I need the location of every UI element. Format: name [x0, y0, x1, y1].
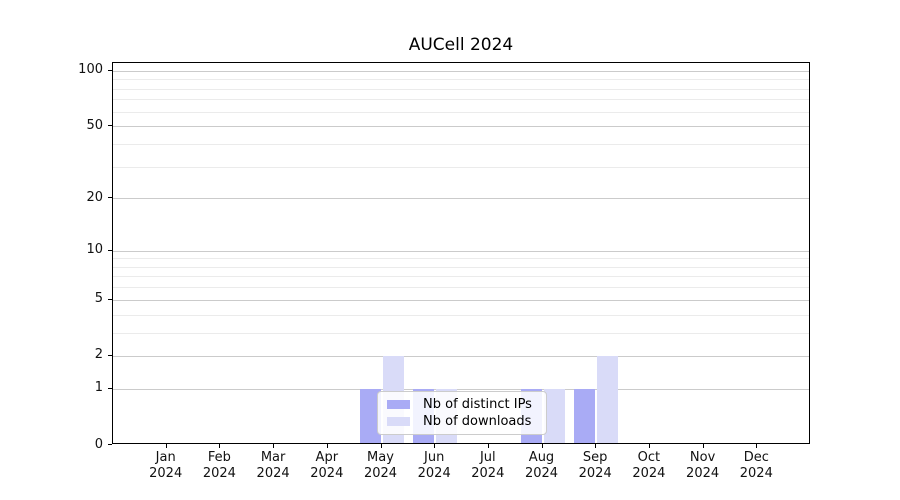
x-tick-label: Jun 2024 — [417, 450, 451, 481]
y-tick-label: 1 — [94, 380, 103, 396]
bar-downloads — [597, 355, 619, 443]
x-tick-mark — [326, 444, 328, 448]
bar-distinct-ips — [574, 388, 596, 443]
legend-swatch-distinct-ips — [387, 399, 410, 409]
minor-gridline — [113, 258, 809, 260]
bar-downloads — [543, 388, 565, 443]
minor-gridline — [113, 266, 809, 268]
y-tick-mark — [108, 125, 112, 127]
x-tick-label: Jul 2024 — [471, 450, 505, 481]
x-tick-label: Feb 2024 — [202, 450, 236, 481]
y-tick-label: 0 — [94, 436, 103, 452]
legend-swatch-downloads — [387, 417, 410, 427]
minor-gridline — [113, 79, 809, 81]
major-gridline — [113, 299, 809, 301]
major-gridline — [113, 355, 809, 357]
y-tick-mark — [108, 387, 112, 389]
x-tick-mark — [541, 444, 543, 448]
x-tick-label: Apr 2024 — [310, 450, 344, 481]
x-tick-mark — [487, 444, 489, 448]
legend-label-downloads: Nb of downloads — [423, 414, 532, 430]
legend-item-distinct-ips: Nb of distinct IPs — [387, 397, 537, 412]
y-tick-mark — [108, 197, 112, 199]
minor-gridline — [113, 99, 809, 101]
x-tick-mark — [595, 444, 597, 448]
minor-gridline — [113, 88, 809, 90]
y-tick-label: 20 — [86, 189, 103, 205]
y-tick-mark — [108, 298, 112, 300]
y-tick-label: 10 — [86, 242, 103, 257]
minor-gridline — [113, 166, 809, 168]
x-tick-label: Nov 2024 — [686, 450, 720, 481]
minor-gridline — [113, 111, 809, 113]
x-tick-mark — [434, 444, 436, 448]
legend: Nb of distinct IPs Nb of downloads — [377, 391, 547, 435]
legend-item-downloads: Nb of downloads — [387, 414, 537, 429]
minor-gridline — [113, 276, 809, 278]
x-tick-label: Aug 2024 — [524, 450, 559, 481]
major-gridline — [113, 70, 809, 72]
major-gridline — [113, 126, 809, 128]
x-tick-mark — [702, 444, 704, 448]
x-tick-mark — [273, 444, 275, 448]
x-tick-mark — [165, 444, 167, 448]
y-tick-label: 2 — [94, 347, 103, 363]
x-tick-mark — [648, 444, 650, 448]
x-tick-label: Jan 2024 — [149, 450, 183, 481]
major-gridline — [113, 198, 809, 200]
x-tick-mark — [380, 444, 382, 448]
chart-title: AUCell 2024 — [408, 35, 514, 55]
plot-area — [112, 62, 810, 444]
y-tick-mark — [108, 249, 112, 251]
x-tick-label: Mar 2024 — [256, 450, 290, 481]
legend-label-distinct-ips: Nb of distinct IPs — [423, 396, 532, 412]
minor-gridline — [113, 314, 809, 316]
minor-gridline — [113, 287, 809, 289]
y-tick-mark — [108, 69, 112, 71]
minor-gridline — [113, 332, 809, 334]
x-tick-label: Dec 2024 — [739, 450, 773, 481]
x-tick-label: May 2024 — [363, 450, 398, 481]
x-tick-label: Oct 2024 — [632, 450, 666, 481]
bar-distinct-ips — [359, 388, 381, 443]
minor-gridline — [113, 143, 809, 145]
x-tick-label: Sep 2024 — [578, 450, 612, 481]
major-gridline — [113, 388, 809, 390]
y-tick-mark — [108, 354, 112, 356]
major-gridline — [113, 250, 809, 252]
y-tick-mark — [108, 444, 112, 445]
x-tick-mark — [219, 444, 221, 448]
y-tick-label: 50 — [86, 117, 103, 133]
y-tick-label: 5 — [94, 291, 103, 307]
y-tick-label: 100 — [78, 62, 103, 78]
x-tick-mark — [756, 444, 758, 448]
